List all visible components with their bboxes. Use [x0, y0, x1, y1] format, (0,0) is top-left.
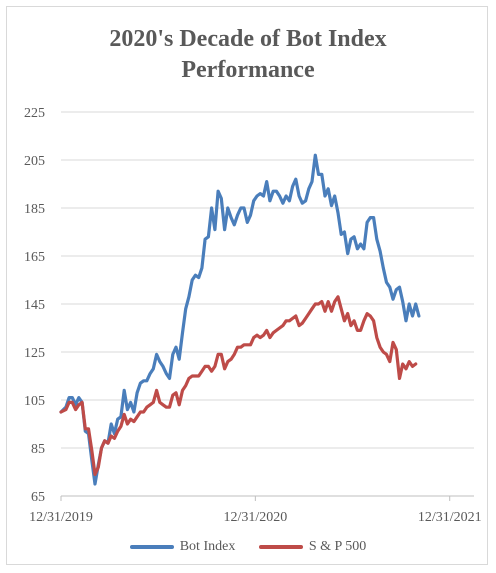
y-tick-label: 225 — [24, 106, 45, 121]
y-tick-label: 185 — [24, 202, 45, 217]
legend-item-sp500: S & P 500 — [258, 539, 367, 555]
legend-label-bot-index: Bot Index — [179, 539, 236, 554]
axes — [60, 495, 474, 501]
y-tick-label: 125 — [24, 346, 45, 361]
y-tick-label: 85 — [31, 442, 45, 457]
legend-swatch-sp500 — [258, 545, 303, 549]
chart-title-line-1: 2020's Decade of Bot Index — [109, 26, 387, 52]
x-axis-tick-labels: 12/31/2019 12/31/2020 12/31/2021 — [29, 510, 481, 525]
legend-label-sp500: S & P 500 — [308, 539, 367, 554]
chart-frame — [6, 6, 488, 565]
series-line-sp500 — [59, 295, 418, 476]
y-tick-label: 165 — [24, 250, 45, 265]
y-tick-label: 65 — [31, 490, 45, 505]
legend-item-bot-index: Bot Index — [129, 539, 236, 555]
x-tick-label: 12/31/2019 — [29, 510, 93, 525]
y-tick-label: 145 — [24, 298, 45, 313]
gridlines — [61, 111, 474, 449]
y-axis-tick-labels: 65 85 105 125 145 165 185 205 225 — [24, 106, 45, 505]
y-tick-label: 205 — [24, 154, 45, 169]
y-tick-label: 105 — [24, 394, 45, 409]
chart-title: 2020's Decade of Bot Index Performance — [0, 24, 496, 86]
legend-swatch-bot-index — [129, 545, 174, 549]
x-tick-label: 12/31/2021 — [418, 510, 482, 525]
series-line-bot-index — [59, 153, 421, 486]
chart-title-line-2: Performance — [181, 57, 315, 83]
x-tick-label: 12/31/2020 — [223, 510, 287, 525]
legend: Bot Index S & P 500 — [0, 538, 496, 555]
series-lines — [59, 153, 421, 486]
